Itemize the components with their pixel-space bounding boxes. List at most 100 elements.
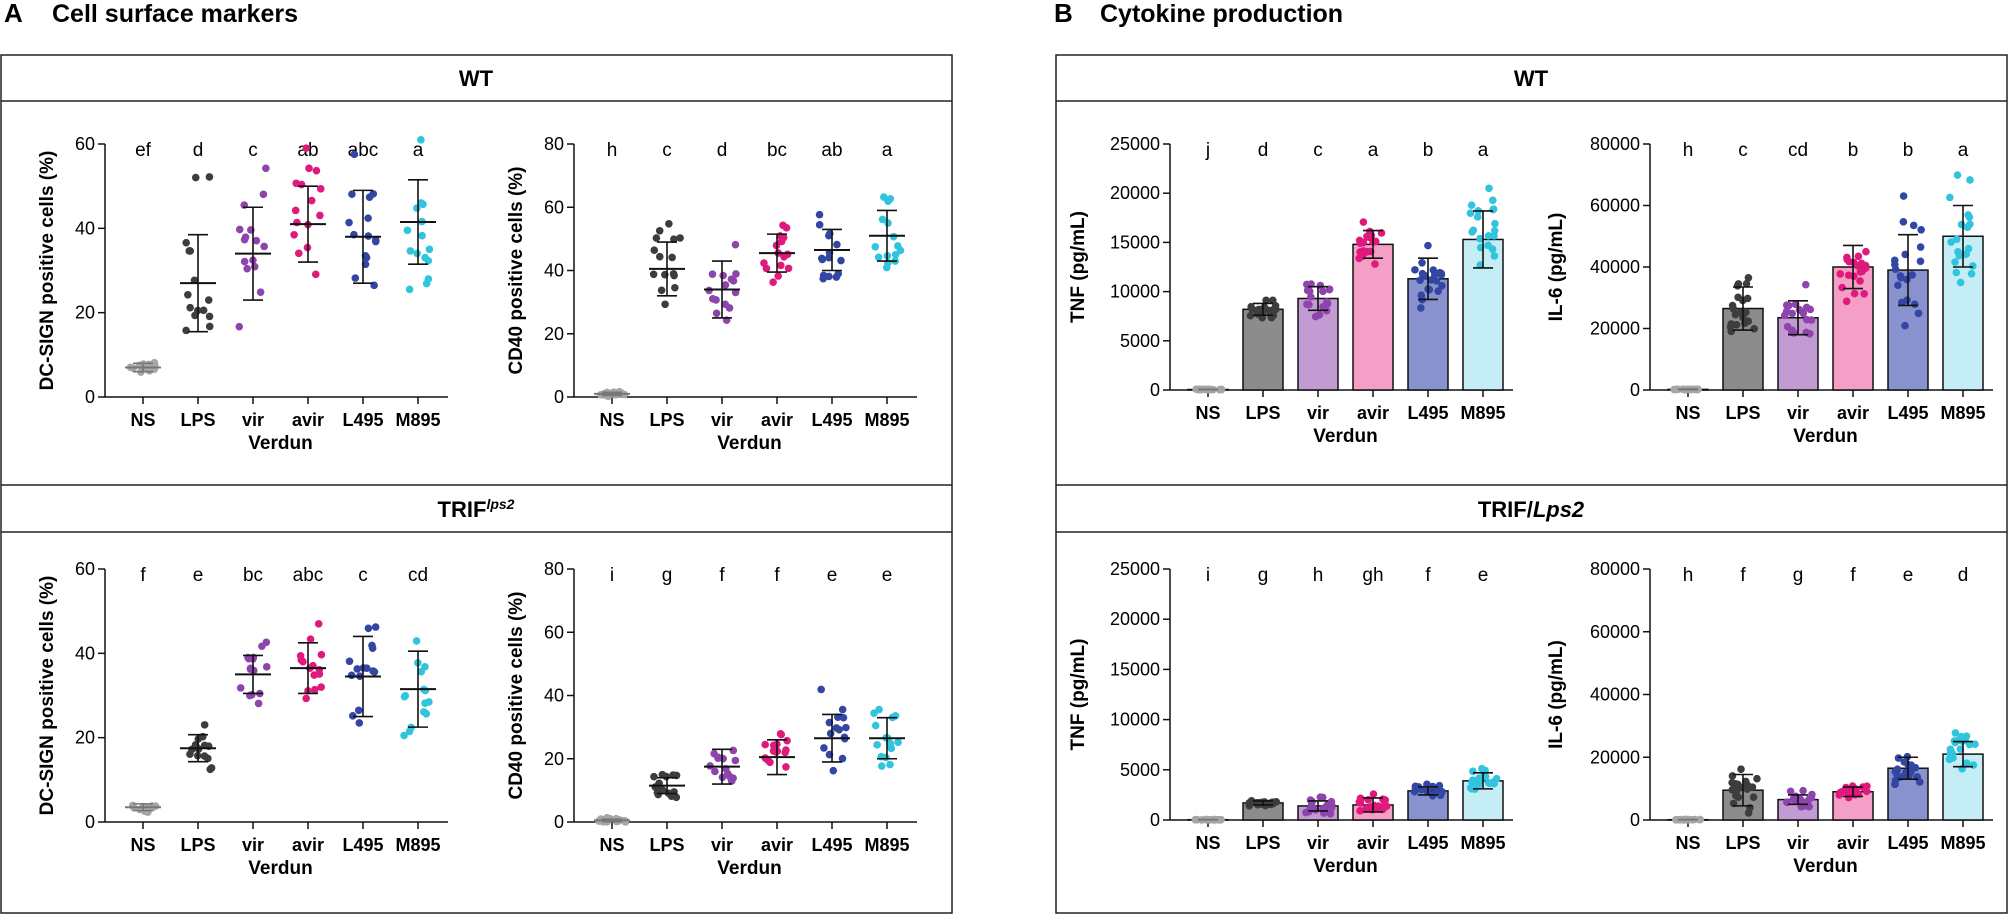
data-point — [708, 270, 717, 278]
data-point — [406, 247, 415, 255]
data-point — [243, 264, 251, 273]
data-point — [1799, 786, 1807, 795]
data-point — [652, 234, 661, 242]
data-point — [1744, 317, 1753, 325]
data-point — [1359, 218, 1368, 226]
data-point — [1789, 794, 1798, 803]
y-tick-label: 60 — [75, 134, 95, 154]
panel-b-trif-italic: Lps2 — [1533, 497, 1585, 522]
x-tick-label-avir: avir — [1357, 833, 1389, 853]
data-point — [818, 255, 827, 264]
significance-letter: g — [1258, 565, 1269, 586]
data-point — [661, 300, 669, 309]
data-point — [650, 772, 658, 781]
x-axis-label: Verdun — [1793, 856, 1857, 877]
data-point — [1248, 305, 1256, 313]
chart-A_wt_dcsign: 0 20 40 60 DC-SIGN positive cells (%) NS ef LPS… — [37, 134, 448, 454]
data-point — [1744, 809, 1753, 817]
data-point — [1215, 815, 1223, 824]
significance-letter: c — [358, 565, 368, 586]
data-point — [731, 240, 740, 249]
panel-b-wt-title: WT — [1514, 66, 1549, 91]
significance-letter: f — [774, 565, 780, 586]
x-tick-label-lps: LPS — [1245, 833, 1280, 853]
significance-letter: f — [1850, 565, 1856, 586]
y-tick-label: 15000 — [1110, 659, 1160, 679]
data-point — [1953, 171, 1962, 179]
data-point — [312, 166, 321, 175]
data-point — [1952, 268, 1961, 277]
data-point — [1491, 219, 1499, 228]
significance-letter: a — [1368, 140, 1379, 161]
data-point — [1858, 267, 1867, 276]
data-point — [1484, 232, 1493, 240]
data-point — [1326, 809, 1335, 818]
data-point — [1951, 729, 1960, 737]
data-point — [1672, 385, 1680, 394]
data-point — [732, 270, 740, 278]
data-point — [779, 221, 787, 230]
data-point — [654, 790, 663, 799]
significance-letter: h — [1683, 140, 1694, 161]
data-point — [1965, 740, 1974, 749]
data-point — [412, 637, 421, 645]
data-point — [364, 624, 373, 633]
data-point — [777, 237, 786, 246]
data-point — [1468, 776, 1477, 785]
y-tick-label: 15000 — [1110, 232, 1160, 252]
data-point — [842, 723, 850, 732]
data-point — [400, 692, 409, 701]
data-point — [1430, 270, 1439, 279]
data-point — [1424, 241, 1432, 250]
y-tick-label: 40 — [75, 218, 95, 238]
data-point — [729, 746, 738, 755]
data-point — [711, 767, 719, 776]
y-axis-label: CD40 positive cells (%) — [506, 166, 527, 374]
y-tick-label: 60000 — [1590, 196, 1640, 216]
data-point — [1728, 772, 1737, 780]
x-tick-label-m895: M895 — [1940, 833, 1985, 853]
data-point — [310, 671, 318, 679]
data-point — [1490, 252, 1499, 260]
data-point — [1734, 280, 1743, 288]
y-axis-label: CD40 positive cells (%) — [506, 591, 527, 799]
data-point — [1413, 784, 1422, 793]
significance-letter: i — [610, 565, 614, 586]
data-point — [413, 249, 421, 258]
data-point — [1316, 793, 1325, 801]
data-point — [353, 665, 362, 673]
data-point — [371, 236, 380, 244]
data-point — [1894, 754, 1903, 762]
data-point — [886, 194, 895, 203]
data-point — [884, 219, 892, 227]
data-point — [1801, 280, 1810, 289]
data-point — [1272, 305, 1280, 314]
data-point — [878, 215, 887, 224]
y-tick-label: 40 — [75, 643, 95, 663]
data-point — [348, 190, 356, 199]
data-point — [782, 746, 790, 754]
y-tick-label: 20 — [544, 324, 564, 344]
data-point — [1473, 213, 1482, 221]
data-point — [1373, 804, 1381, 813]
data-point — [1891, 260, 1899, 269]
x-tick-label-vir: vir — [711, 410, 733, 430]
data-point — [302, 694, 310, 703]
y-tick-label: 5000 — [1120, 331, 1160, 351]
y-tick-label: 25000 — [1110, 134, 1160, 154]
x-tick-label-avir: avir — [292, 835, 324, 855]
data-point — [1854, 252, 1863, 261]
data-point — [776, 261, 785, 270]
data-point — [244, 654, 253, 663]
data-point — [880, 193, 888, 201]
chart-B_wt_il6: 0 20000 40000 60000 80000 IL-6 (pg/mL) NS h LPS c… — [1546, 134, 1993, 447]
data-point — [1417, 304, 1425, 312]
data-point — [310, 685, 319, 694]
data-point — [1857, 259, 1866, 268]
data-point — [1437, 788, 1446, 797]
data-point — [424, 275, 433, 283]
y-tick-label: 20 — [75, 303, 95, 323]
data-point — [835, 725, 843, 734]
data-point — [1737, 765, 1745, 773]
data-point — [1835, 791, 1844, 799]
